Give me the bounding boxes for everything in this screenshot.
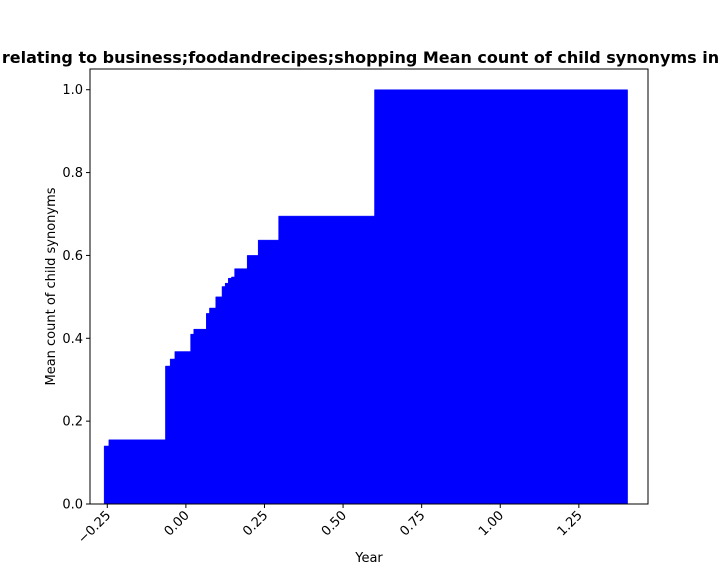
x-tick-label: 0.25 [240,508,271,539]
area-series [103,89,628,505]
y-axis-label: Mean count of child synonyms [44,187,59,385]
y-axis: 0.0 0.2 0.4 0.6 0.8 1.0 [62,83,90,513]
x-tick-label: 1.00 [476,508,507,539]
x-tick-label: 0.75 [397,508,428,539]
x-axis: −0.25 0.00 0.25 0.50 0.75 1.00 1.25 [75,504,586,547]
y-tick-label: 0.4 [62,332,83,347]
plot-frame [89,68,649,505]
x-tick-label: −0.25 [75,508,114,547]
x-tick-label: 1.25 [555,508,586,539]
x-axis-label: Year [354,551,383,566]
chart-title: relating to business;foodandrecipes;shop… [2,48,720,67]
y-tick-label: 0.6 [62,249,83,264]
x-tick-label: 0.50 [319,508,350,539]
y-tick-label: 0.2 [62,415,83,430]
x-tick-label: 0.00 [162,508,193,539]
y-tick-label: 1.0 [62,83,83,98]
y-tick-label: 0.0 [62,498,83,513]
y-tick-label: 0.8 [62,166,83,181]
plot-area [103,89,628,505]
